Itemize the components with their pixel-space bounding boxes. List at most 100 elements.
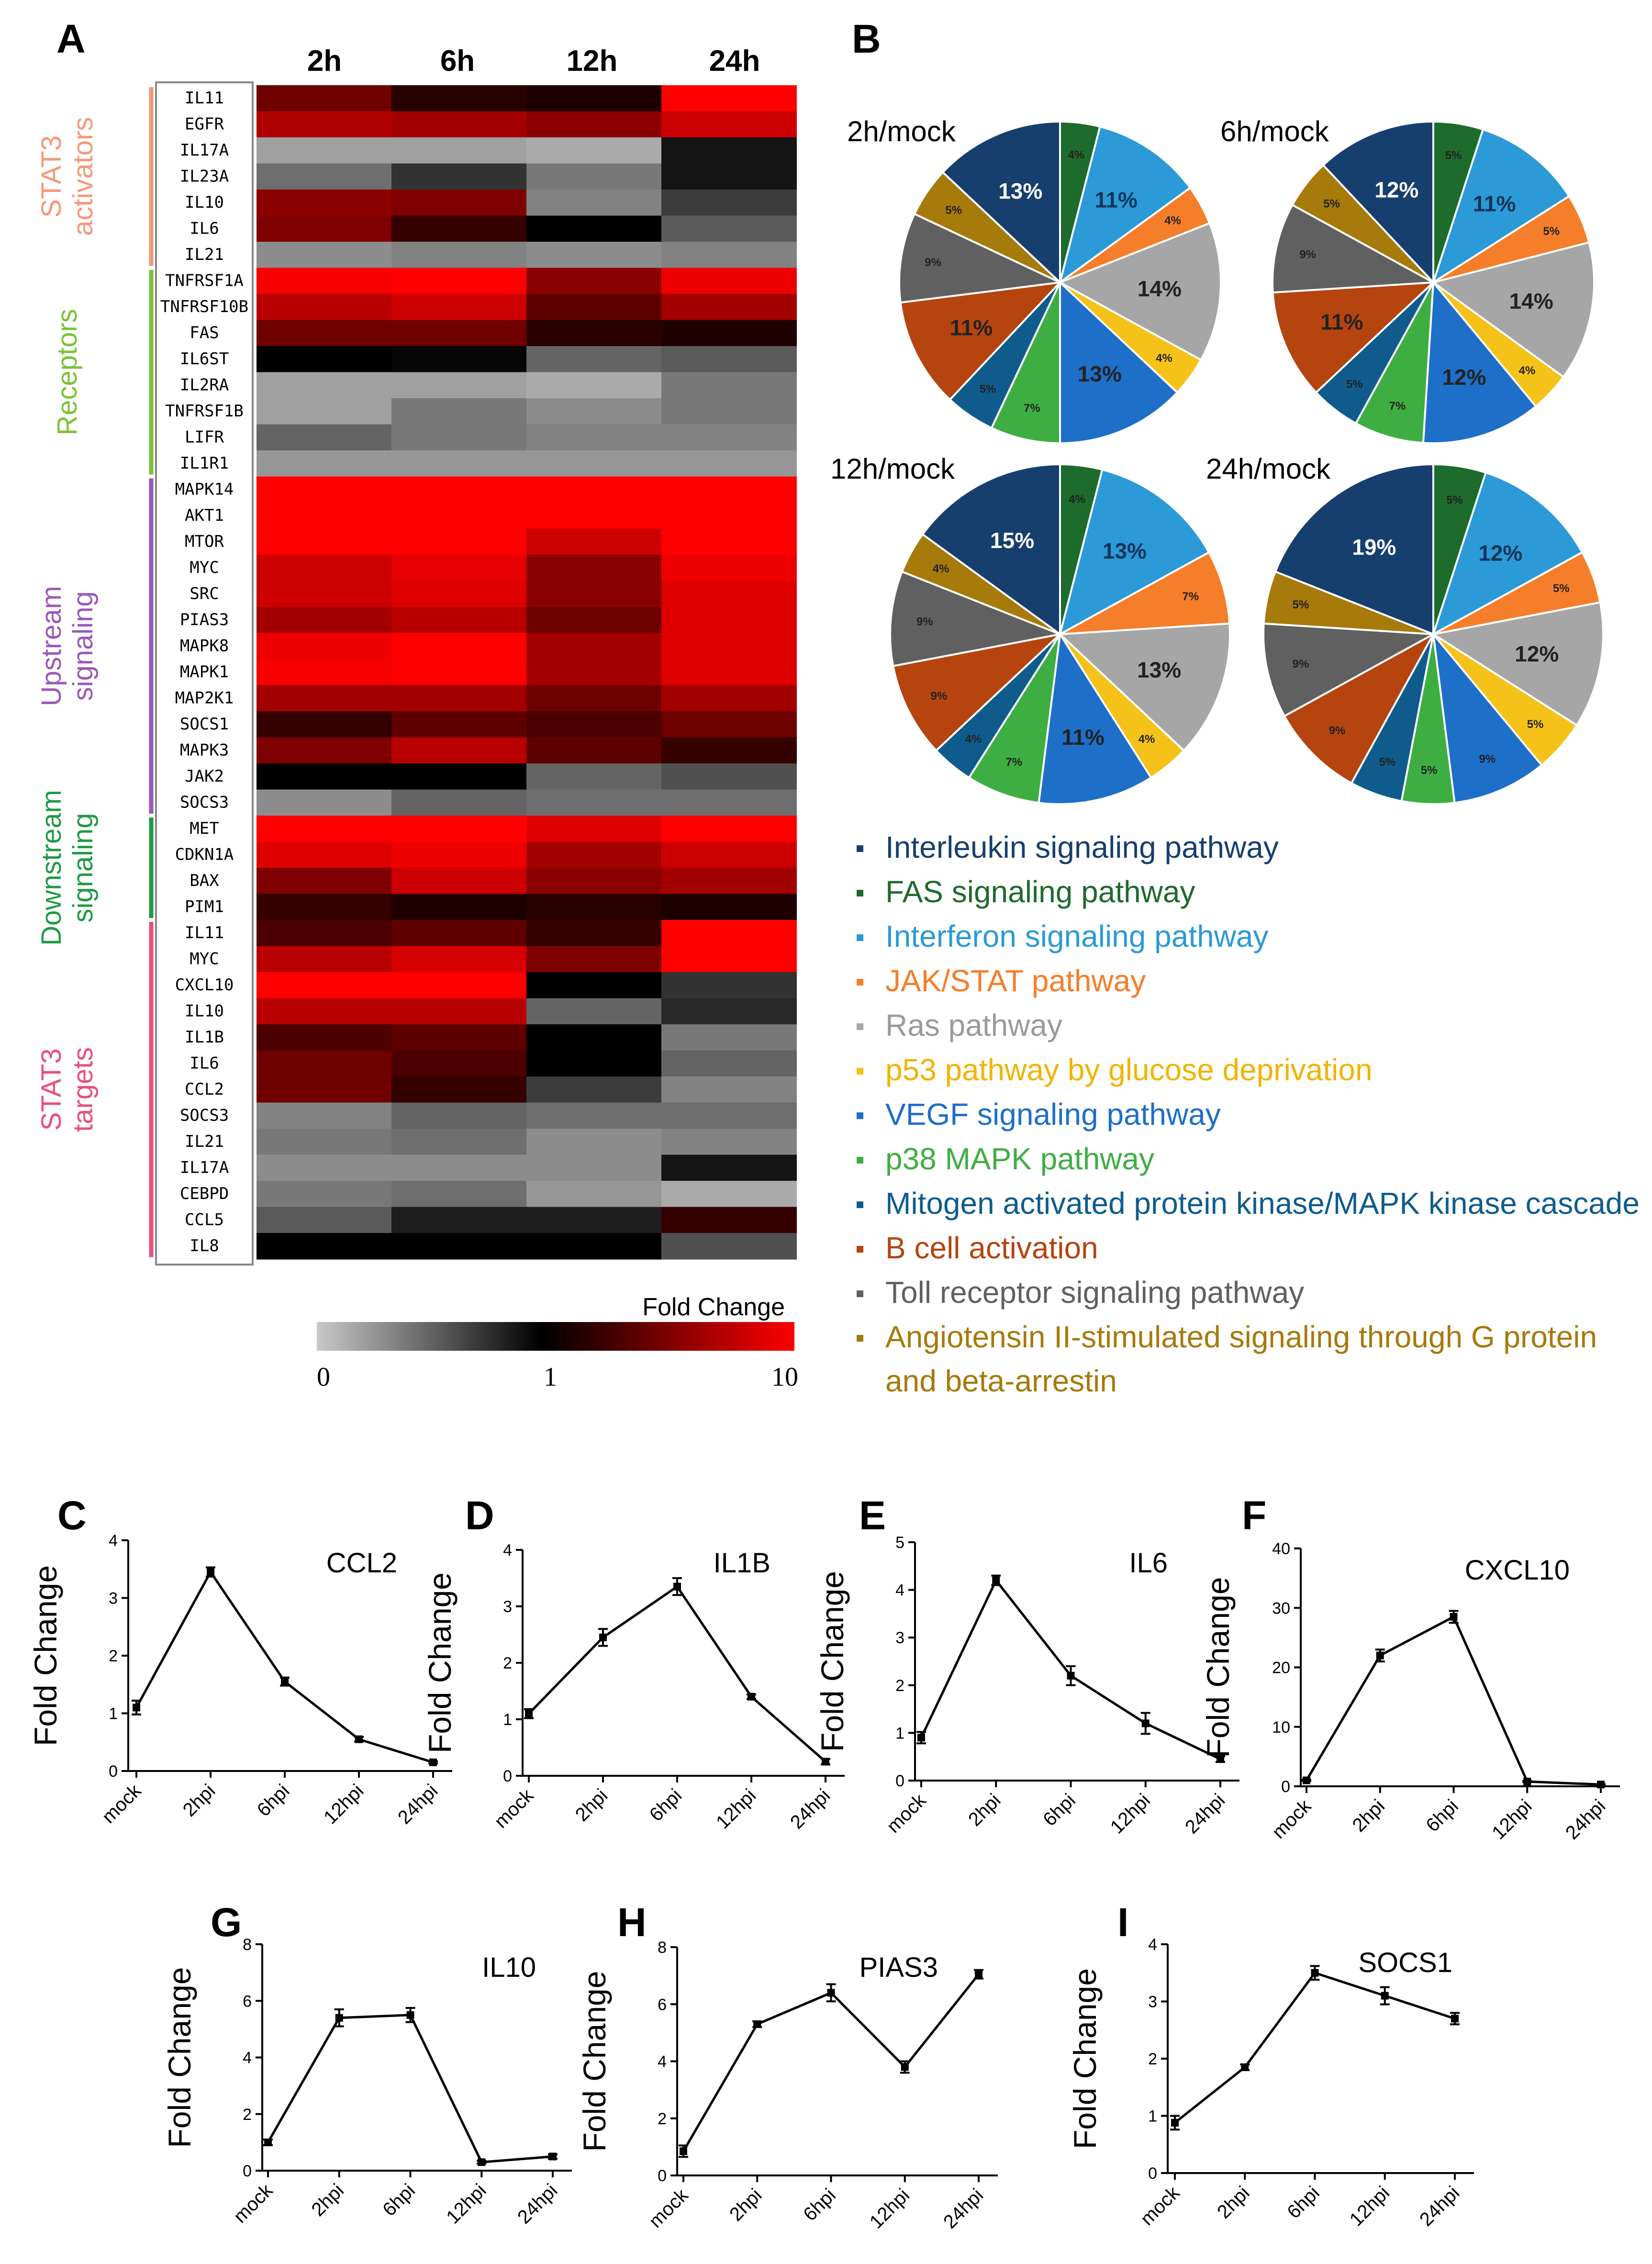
panel-label-b: B [852,16,881,61]
pie-percent-label: 9% [1329,724,1346,737]
legend-swatch [857,934,863,941]
x-tick-label: 24hpi [394,1780,442,1828]
heatmap-cell [391,972,527,999]
gene-label: MAPK8 [180,637,229,656]
legend-swatch [857,1290,863,1297]
y-tick-label: 2 [1148,2050,1157,2068]
pie-percent-label: 9% [916,615,933,628]
heatmap-cell [526,763,662,790]
heatmap-cell [391,998,527,1025]
gene-label: IL6ST [180,349,229,369]
pie-percent-label: 11% [1061,725,1105,750]
scale-tick-label: 1 [544,1362,557,1392]
y-tick-label: 1 [503,1711,512,1729]
group-label: STAT3 [36,1048,67,1131]
heatmap-cell [257,242,392,269]
gene-label: MAPK14 [175,480,234,499]
gene-label: PIAS3 [180,610,229,629]
gene-label: JAK2 [185,767,224,786]
y-tick-label: 4 [109,1532,118,1550]
x-tick-label: mock [1268,1795,1316,1843]
heatmap-cell [526,163,662,190]
heatmap-cell [391,1154,527,1181]
heatmap-cell [661,268,797,294]
x-tick-label: 6hpi [379,2180,419,2220]
heatmap-cell [661,398,797,425]
x-tick-label: mock [1137,2182,1184,2230]
heatmap-cell [526,1129,662,1155]
heatmap-cells [257,85,797,1260]
heatmap-cell [391,841,527,868]
heatmap-cell [661,294,797,321]
data-point [1597,1781,1605,1789]
gene-label: IL1B [185,1028,224,1047]
legend-swatch [857,1335,863,1342]
pie-percent-label: 7% [1182,590,1199,603]
heatmap-cell [257,711,392,738]
panel-label: F [1242,1493,1266,1538]
heatmap-cell [391,1024,527,1051]
y-tick-label: 20 [1272,1659,1290,1677]
data-point [478,2158,486,2166]
pie-slice [921,463,1061,636]
heatmap-cell [391,503,527,529]
pie-legend: Interleukin signaling pathway FAS signali… [857,830,1640,1398]
heatmap-cell [661,659,797,686]
line-chart-d: D IL1B Fold Change 0 1 2 3 4 mock 2hpi 6hpi 12hpi 24… [422,1493,845,1833]
gene-label: CDKN1A [175,845,234,864]
heatmap-cell [661,111,797,138]
chart-title: CCL2 [326,1547,397,1579]
pie-slice [889,570,1064,667]
heatmap-cell [526,111,662,138]
heatmap-cell [257,190,392,216]
heatmap-cell [257,1024,392,1051]
scale-tick-label: 0 [317,1362,330,1392]
panel-label: C [57,1493,87,1538]
y-tick-label: 10 [1272,1718,1290,1737]
pie-slice [1431,128,1571,285]
pie-slice [1283,631,1436,785]
x-tick-label: 24hpi [786,1785,834,1833]
data-point [1303,1776,1310,1784]
pie-percent-label: 4% [1164,214,1181,227]
heatmap-cell [391,894,527,920]
chart-title: SOCS1 [1358,1947,1452,1978]
heatmap-cell [526,1154,662,1181]
gene-label: LIFR [185,428,224,447]
fold-change-scale: Fold Change 0 1 10 [317,1293,798,1392]
pie-slice [1058,622,1231,752]
heatmap-cell [661,450,797,477]
line-chart-i: I SOCS1 Fold Change 0 1 2 3 4 mock 2hpi 6hpi 12hpi 2… [1067,1900,1474,2230]
heatmap-cell [526,1024,662,1051]
y-tick-label: 6 [243,1992,252,2010]
heatmap-cell [661,763,797,790]
pie-title: 24h/mock [1206,453,1331,485]
heatmap-cell [526,1076,662,1103]
pie-slice [892,632,1063,752]
pie-percent-label: 12% [1478,540,1522,565]
heatmap-cell [526,607,662,634]
heatmap-cell [391,789,527,816]
heatmap-cell [257,894,392,920]
line-chart-g: G IL10 Fold Change 0 2 4 6 8 mock 2hpi 6hpi 12hpi 24… [162,1900,572,2228]
heatmap-cell [257,1076,392,1103]
pie-title: 12h/mock [830,453,955,485]
heatmap-cell [526,346,662,373]
heatmap-cell [391,920,527,947]
gene-label: CXCL10 [175,975,234,995]
x-tick-label: 12hpi [1106,1790,1154,1838]
heatmap-cell [526,503,662,529]
pie-percent-label: 11% [1094,188,1138,213]
gene-label: AKT1 [185,506,224,525]
y-tick-label: 3 [895,1629,904,1647]
heatmap-cell [391,1129,527,1155]
heatmap-cell [257,137,392,164]
gene-label: IL17A [180,1158,229,1177]
heatmap-cell [526,242,662,269]
heatmap-cell [257,920,392,947]
group-label: signaling [67,813,99,923]
data-point [133,1704,140,1712]
pie-slice [1274,463,1434,636]
data-point [1311,1969,1319,1977]
